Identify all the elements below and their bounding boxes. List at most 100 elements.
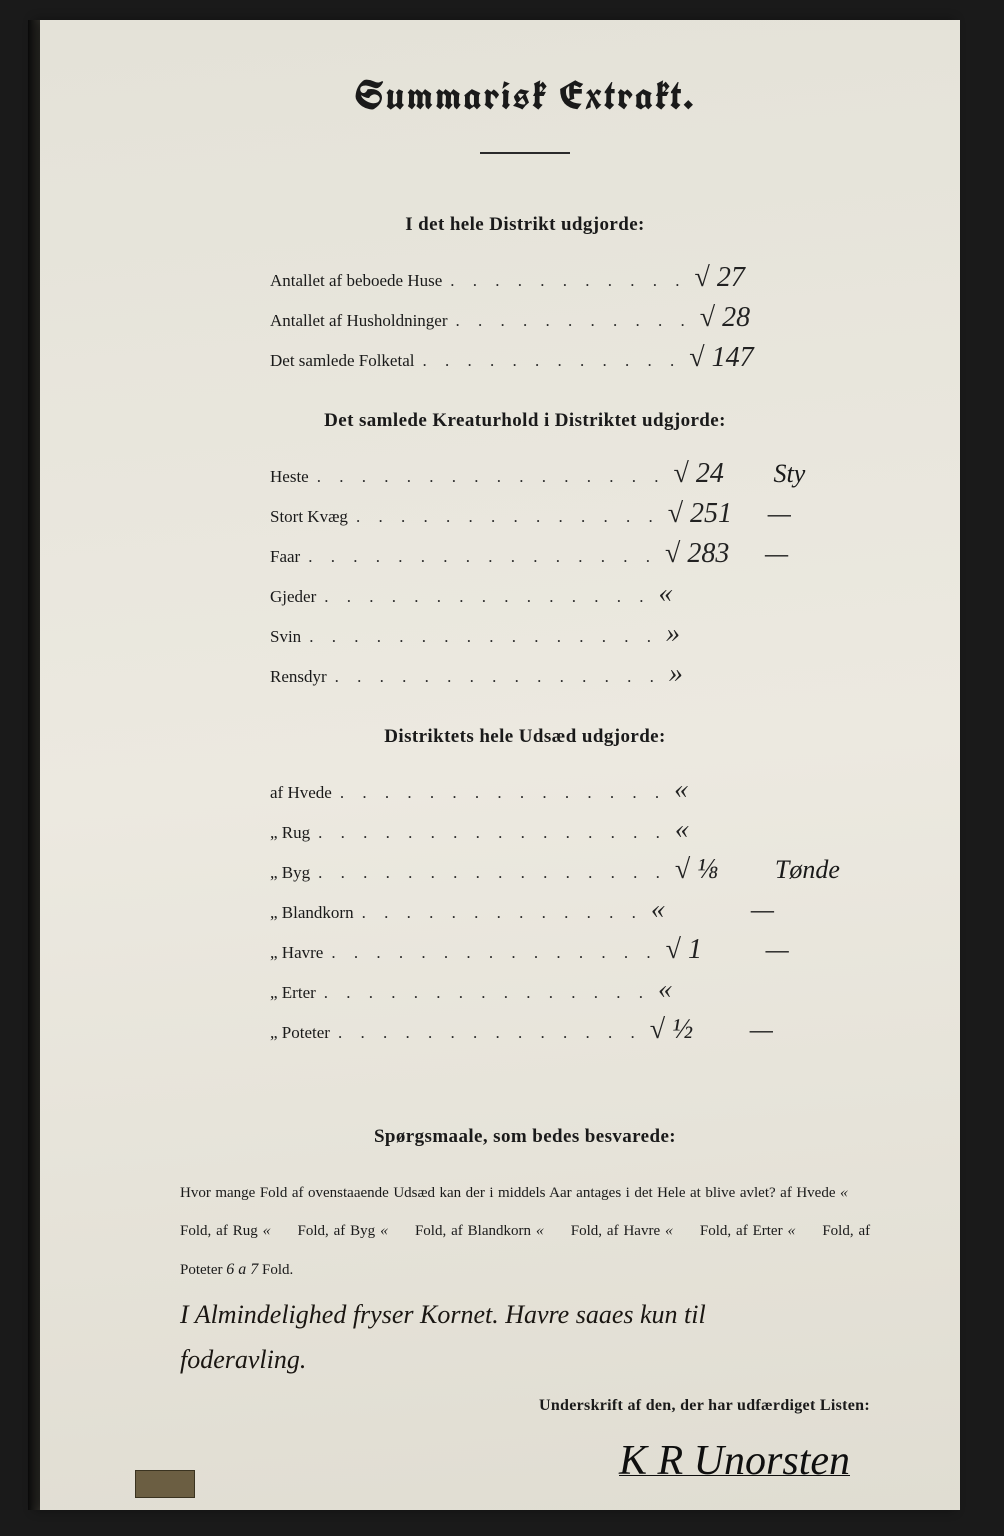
seed-value: √ 1	[666, 934, 746, 966]
seed-row: „ Erter. . . . . . . . . . . . . . .«	[180, 974, 870, 1006]
livestock-row: Gjeder. . . . . . . . . . . . . . .«	[180, 578, 870, 610]
seed-unit: —	[751, 895, 774, 925]
question-value: «	[787, 1212, 817, 1250]
leader-dots: . . . . . . . . . . . .	[414, 351, 689, 371]
leader-dots: . . . . . . . . . . . . . . . .	[310, 823, 675, 843]
question-lead: Hvor mange Fold af ovenstaaende Udsæd ka…	[180, 1185, 776, 1201]
seed-label: af Hvede	[270, 783, 332, 803]
livestock-value: √ 283	[665, 538, 745, 570]
district-label: Antallet af Husholdninger	[270, 311, 448, 331]
leader-dots: . . . . . . . . . . . . .	[354, 903, 651, 923]
question-suffix: Fold,	[297, 1223, 328, 1239]
question-value: 6 a 7	[226, 1251, 258, 1289]
livestock-row: Heste. . . . . . . . . . . . . . . .√ 24…	[180, 458, 870, 490]
question-grain: af Rug	[216, 1223, 258, 1239]
livestock-label: Stort Kvæg	[270, 507, 348, 527]
livestock-row: Svin. . . . . . . . . . . . . . . .»	[180, 618, 870, 650]
livestock-label: Heste	[270, 467, 309, 487]
section-heading-questions: Spørgsmaale, som bedes besvarede:	[180, 1126, 870, 1148]
leader-dots: . . . . . . . . . . .	[442, 271, 694, 291]
livestock-unit: —	[765, 539, 788, 569]
livestock-value: »	[669, 658, 749, 690]
seed-value: «	[675, 814, 755, 846]
leader-dots: . . . . . . . . . . . . . . .	[316, 983, 658, 1003]
page-title: Summarisk Extrakt.	[180, 70, 870, 122]
seed-unit: —	[750, 1015, 773, 1045]
seed-row: „ Rug. . . . . . . . . . . . . . . .«	[180, 814, 870, 846]
livestock-value: √ 24	[673, 458, 753, 490]
handwritten-note-2: foderavling.	[180, 1340, 870, 1379]
leader-dots: . . . . . . . . . . . . . . . .	[301, 627, 666, 647]
livestock-row: Faar. . . . . . . . . . . . . . . .√ 283…	[180, 538, 870, 570]
question-grain: af Blandkorn	[451, 1223, 531, 1239]
seed-row: „ Blandkorn. . . . . . . . . . . . .« —	[180, 894, 870, 926]
leader-dots: . . . . . . . . . . . . . .	[348, 507, 668, 527]
livestock-value: «	[659, 578, 739, 610]
seed-unit: Tønde	[775, 855, 840, 885]
signature: K R Unorsten	[180, 1437, 870, 1485]
seed-row: „ Havre. . . . . . . . . . . . . . .√ 1 —	[180, 934, 870, 966]
livestock-unit: Sty	[773, 459, 805, 489]
livestock-row: Rensdyr. . . . . . . . . . . . . . .»	[180, 658, 870, 690]
question-suffix: Fold,	[700, 1223, 731, 1239]
section-heading-livestock: Det samlede Kreaturhold i Distriktet udg…	[180, 410, 870, 432]
signature-label: Underskrift af den, der har udfærdiget L…	[180, 1397, 870, 1415]
document-page: Summarisk Extrakt. I det hele Distrikt u…	[40, 20, 960, 1510]
district-row: Antallet af beboede Huse. . . . . . . . …	[180, 262, 870, 294]
seed-label: „ Havre	[270, 943, 323, 963]
handwritten-note-1: I Almindelighed fryser Kornet. Havre saa…	[180, 1295, 870, 1334]
question-suffix: Fold,	[180, 1223, 211, 1239]
leader-dots: . . . . . . . . . . .	[448, 311, 700, 331]
seed-value: «	[651, 894, 731, 926]
district-value: √ 147	[689, 342, 769, 374]
district-value: √ 27	[695, 262, 775, 294]
title-rule	[480, 152, 570, 154]
district-row: Det samlede Folketal. . . . . . . . . . …	[180, 342, 870, 374]
questions-section: Spørgsmaale, som bedes besvarede: Hvor m…	[180, 1126, 870, 1485]
seed-label: „ Blandkorn	[270, 903, 354, 923]
question-suffix: Fold,	[415, 1223, 446, 1239]
district-label: Det samlede Folketal	[270, 351, 414, 371]
seed-unit: —	[766, 935, 789, 965]
district-value: √ 28	[700, 302, 780, 334]
question-grain: af Byg	[334, 1223, 376, 1239]
seed-value: «	[658, 974, 738, 1006]
seed-row: „ Byg. . . . . . . . . . . . . . . .√ ⅛T…	[180, 854, 870, 886]
livestock-row: Stort Kvæg. . . . . . . . . . . . . .√ 2…	[180, 498, 870, 530]
livestock-label: Faar	[270, 547, 300, 567]
question-text: Hvor mange Fold af ovenstaaende Udsæd ka…	[180, 1174, 870, 1289]
leader-dots: . . . . . . . . . . . . . . .	[316, 587, 658, 607]
seed-label: „ Rug	[270, 823, 310, 843]
livestock-value: √ 251	[668, 498, 748, 530]
question-grain: af Havre	[607, 1223, 660, 1239]
seed-value: √ ⅛	[675, 854, 755, 886]
question-suffix: Fold,	[822, 1223, 853, 1239]
livestock-value: »	[666, 618, 746, 650]
leader-dots: . . . . . . . . . . . . . . . .	[300, 547, 665, 567]
question-value: «	[665, 1212, 695, 1250]
question-value: «	[380, 1212, 410, 1250]
section-heading-seed: Distriktets hele Udsæd udgjorde:	[180, 726, 870, 748]
leader-dots: . . . . . . . . . . . . . . .	[332, 783, 674, 803]
leader-dots: . . . . . . . . . . . . . . .	[327, 667, 669, 687]
seed-value: «	[674, 774, 754, 806]
question-value: «	[263, 1212, 293, 1250]
question-value: «	[840, 1174, 870, 1212]
leader-dots: . . . . . . . . . . . . . . .	[323, 943, 665, 963]
seed-row: „ Poteter. . . . . . . . . . . . . .√ ½—	[180, 1014, 870, 1046]
livestock-label: Gjeder	[270, 587, 316, 607]
district-rows: Antallet af beboede Huse. . . . . . . . …	[180, 262, 870, 374]
leader-dots: . . . . . . . . . . . . . . . .	[309, 467, 674, 487]
question-grain: af Hvede	[780, 1185, 835, 1201]
section-heading-district: I det hele Distrikt udgjorde:	[180, 214, 870, 236]
seed-label: „ Poteter	[270, 1023, 330, 1043]
seed-label: „ Erter	[270, 983, 316, 1003]
seed-rows: af Hvede. . . . . . . . . . . . . . .«„ …	[180, 774, 870, 1046]
livestock-label: Rensdyr	[270, 667, 327, 687]
district-row: Antallet af Husholdninger. . . . . . . .…	[180, 302, 870, 334]
district-label: Antallet af beboede Huse	[270, 271, 442, 291]
question-suffix: Fold.	[262, 1262, 293, 1278]
seed-value: √ ½	[650, 1014, 730, 1046]
seed-label: „ Byg	[270, 863, 310, 883]
livestock-unit: —	[768, 499, 791, 529]
